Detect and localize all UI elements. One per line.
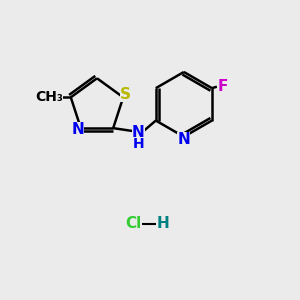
Text: Cl: Cl bbox=[126, 216, 142, 231]
Text: CH₃: CH₃ bbox=[35, 90, 63, 104]
Text: S: S bbox=[120, 87, 131, 102]
Text: F: F bbox=[218, 79, 228, 94]
Text: H: H bbox=[156, 216, 169, 231]
Text: H: H bbox=[132, 137, 144, 151]
Text: N: N bbox=[71, 122, 84, 137]
Text: N: N bbox=[132, 125, 145, 140]
Text: N: N bbox=[178, 132, 190, 147]
